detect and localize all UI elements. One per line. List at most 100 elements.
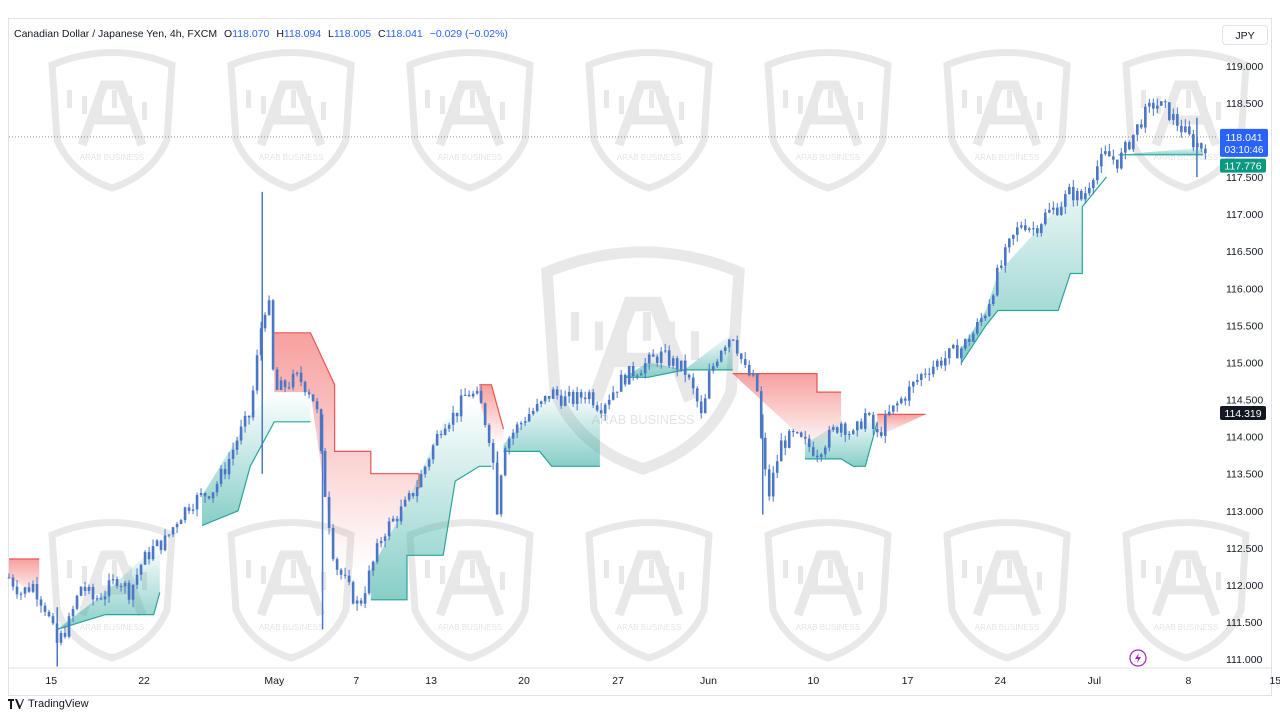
candle-body	[791, 430, 795, 433]
candle-body	[771, 472, 775, 497]
y-tick-label: 114.500	[1226, 395, 1263, 407]
candle-body	[439, 433, 443, 435]
candle-body	[1036, 228, 1039, 234]
candle-body	[507, 438, 511, 449]
candle-body	[739, 353, 743, 360]
candle-body	[655, 356, 659, 363]
watermark-shield-icon: ARAB BUSINESS	[227, 519, 355, 662]
candle-body	[259, 328, 263, 356]
y-axis[interactable]: 119.000118.500118.000117.500117.000116.5…	[1226, 61, 1263, 666]
symbol-legend: Canadian Dollar / Japanese Yen, 4h, FXCM…	[14, 28, 508, 40]
watermark-text: ARAB BUSINESS	[975, 623, 1039, 632]
candle-body	[535, 403, 539, 411]
candle-body	[127, 582, 131, 600]
candle-body	[527, 414, 531, 422]
candle-body	[171, 527, 175, 535]
x-tick-label: 24	[994, 675, 1006, 687]
x-tick-label: 15	[45, 675, 57, 687]
candle-body	[331, 527, 335, 560]
candle-body	[1116, 159, 1119, 169]
currency-button[interactable]: JPY	[1222, 25, 1268, 45]
watermark-text: ARAB BUSINESS	[1154, 623, 1218, 632]
candle-body	[431, 445, 435, 460]
candle-body	[803, 436, 807, 439]
candle-body	[895, 403, 899, 406]
candle-body	[567, 391, 571, 397]
watermark-shield-icon: ARAB BUSINESS	[227, 49, 355, 192]
footer: TradingView	[8, 698, 89, 710]
candle-body	[795, 432, 799, 434]
y-tick-label: 113.000	[1226, 506, 1263, 518]
candle-body	[223, 468, 227, 475]
candle-body	[219, 468, 223, 484]
candle-body	[811, 447, 815, 456]
candle-body	[83, 586, 87, 591]
y-tick-label: 118.500	[1226, 98, 1263, 110]
candle-body	[335, 559, 339, 570]
watermark-text: ARAB BUSINESS	[438, 623, 502, 632]
candle-body	[307, 392, 311, 395]
candle-body	[559, 395, 563, 406]
candle-body	[311, 394, 315, 402]
candle-body	[1092, 180, 1095, 189]
candle-body	[551, 389, 555, 399]
candle-body	[671, 358, 675, 366]
candle-body	[371, 561, 375, 571]
candle-body	[175, 524, 179, 528]
candle-body	[1056, 207, 1059, 215]
candle-body	[611, 392, 615, 400]
watermark-text: ARAB BUSINESS	[259, 623, 323, 632]
candle-body	[235, 440, 239, 450]
brand-name[interactable]: TradingView	[28, 698, 89, 710]
candle-body	[583, 397, 587, 400]
candle-body	[199, 492, 203, 496]
candle-body	[631, 365, 635, 377]
candle-body	[143, 552, 147, 565]
candle-body	[203, 492, 207, 497]
candle-body	[1188, 126, 1191, 135]
candle-body	[635, 375, 639, 377]
low-value: 118.005	[333, 28, 372, 40]
downtrend-band	[479, 384, 504, 444]
lightning-icon[interactable]	[1129, 649, 1147, 667]
candle-body	[367, 570, 371, 594]
candle-body	[415, 487, 419, 497]
candle-body	[627, 365, 631, 385]
candle-body	[851, 430, 855, 435]
candle-body	[863, 413, 867, 429]
x-axis[interactable]: 15 22 May 7 13 20 27 Jun 10 17 24 Jul 8 15	[9, 667, 1280, 687]
candle-body	[343, 574, 347, 576]
uptrend-band	[805, 414, 878, 467]
y-tick-label: 113.500	[1226, 469, 1263, 481]
candle-body	[411, 493, 415, 497]
downtrend-band	[9, 559, 40, 597]
candle-body	[623, 374, 627, 385]
tradingview-logo-icon	[8, 699, 24, 709]
candle-body	[1096, 166, 1099, 181]
candle-body	[687, 374, 691, 378]
candle-body	[911, 381, 915, 387]
candle-body	[1180, 125, 1183, 133]
candle-body	[719, 350, 723, 362]
candle-body	[619, 374, 623, 392]
chart-frame	[8, 18, 1272, 696]
uptrend-band	[1118, 147, 1203, 155]
candle-body	[1076, 190, 1079, 201]
candle-body	[95, 598, 99, 600]
watermark-text: ARAB BUSINESS	[259, 153, 323, 162]
candle-body	[579, 392, 583, 398]
candle-body	[211, 492, 215, 499]
candle-body	[355, 600, 359, 604]
symbol-title[interactable]: Canadian Dollar / Japanese Yen, 4h, FXCM	[14, 28, 218, 40]
candle-body	[323, 450, 327, 497]
candle-body	[871, 414, 875, 429]
uptrend-band	[202, 392, 311, 526]
candle-body	[27, 587, 31, 592]
watermark-text: ARAB BUSINESS	[438, 153, 502, 162]
candle-body	[987, 303, 991, 316]
uptrend-band	[961, 154, 1107, 363]
x-tick-label: 13	[425, 675, 437, 687]
candle-body	[779, 440, 783, 462]
candle-body	[847, 434, 851, 436]
